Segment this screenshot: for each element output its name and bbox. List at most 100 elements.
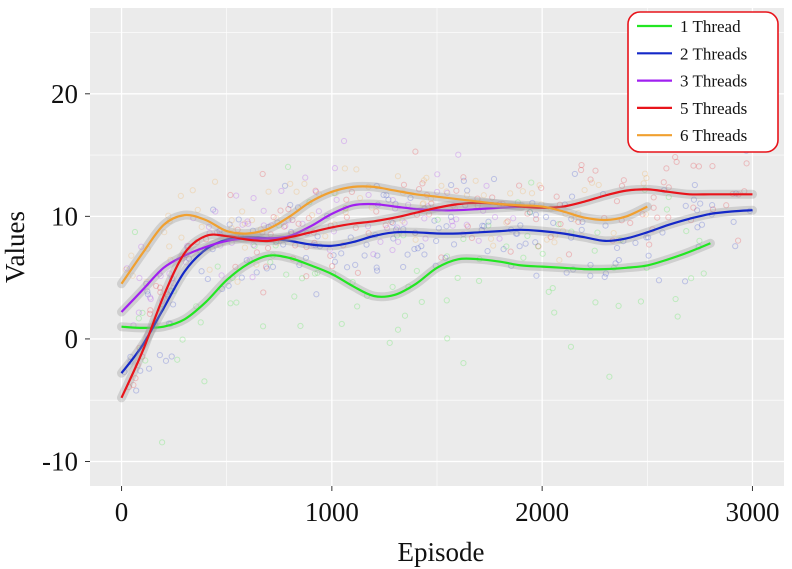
scatter-point bbox=[479, 222, 486, 229]
scatter-point bbox=[475, 277, 483, 285]
scatter-point bbox=[665, 193, 672, 201]
scatter-point bbox=[390, 235, 397, 242]
scatter-point bbox=[389, 283, 396, 291]
scatter-point bbox=[425, 211, 433, 218]
scatter-point bbox=[551, 309, 558, 316]
scatter-point bbox=[166, 270, 173, 277]
scatter-point bbox=[225, 282, 232, 289]
scatter-point bbox=[265, 188, 272, 195]
scatter-point bbox=[144, 288, 151, 295]
scatter-point bbox=[185, 255, 193, 262]
scatter-point bbox=[382, 222, 389, 229]
scatter-point bbox=[434, 216, 441, 223]
scatter-point bbox=[182, 259, 190, 266]
scatter-point bbox=[239, 208, 246, 215]
scatter-point bbox=[269, 263, 277, 271]
scatter-point bbox=[613, 198, 621, 205]
scatter-point bbox=[338, 250, 345, 257]
scatter-point bbox=[249, 274, 256, 281]
scatter-point bbox=[157, 272, 164, 279]
scatter-point bbox=[709, 202, 716, 209]
scatter-point bbox=[543, 236, 550, 243]
series-line-1 bbox=[121, 242, 711, 330]
scatter-point bbox=[142, 357, 149, 364]
scatter-point bbox=[695, 163, 703, 170]
scatter-point bbox=[189, 187, 196, 194]
scatter-point bbox=[253, 269, 260, 276]
scatter-point bbox=[313, 291, 320, 298]
scatter-point bbox=[168, 353, 175, 360]
scatter-point bbox=[418, 243, 425, 250]
scatter-point bbox=[287, 201, 294, 209]
scatter-point bbox=[688, 275, 695, 282]
scatter-point bbox=[282, 222, 289, 229]
scatter-point bbox=[129, 272, 136, 279]
scatter-point bbox=[210, 206, 217, 213]
scatter-point bbox=[463, 192, 471, 199]
scatter-point bbox=[602, 222, 609, 229]
scatter-point bbox=[513, 230, 520, 237]
scatter-point bbox=[212, 208, 219, 215]
scatter-point bbox=[532, 216, 540, 223]
scatter-point bbox=[278, 187, 285, 195]
scatter-point bbox=[517, 222, 524, 229]
scatter-point bbox=[404, 251, 411, 258]
scatter-point bbox=[690, 204, 697, 211]
scatter-point bbox=[578, 226, 585, 233]
scatter-point bbox=[289, 216, 296, 223]
scatter-point bbox=[443, 188, 450, 195]
scatter-point bbox=[568, 193, 576, 200]
scatter-point bbox=[743, 160, 750, 167]
scatter-point bbox=[400, 181, 408, 188]
scatter-point bbox=[411, 245, 418, 253]
scatter-point bbox=[281, 182, 289, 189]
scatter-point bbox=[672, 295, 679, 303]
scatter-point bbox=[601, 273, 608, 281]
scatter-point bbox=[663, 206, 671, 213]
scatter-point bbox=[579, 218, 586, 226]
x-tick-label: 0 bbox=[115, 497, 129, 527]
scatter-point bbox=[438, 254, 445, 261]
scatter-point bbox=[383, 225, 391, 232]
scatter-point bbox=[487, 235, 495, 242]
y-axis-title: Values bbox=[0, 211, 30, 283]
scatter-point bbox=[361, 252, 368, 259]
scatter-point bbox=[205, 223, 212, 230]
scatter-point bbox=[353, 166, 360, 173]
scatter-point bbox=[539, 250, 546, 257]
scatter-point bbox=[400, 263, 407, 271]
scatter-point bbox=[338, 320, 345, 328]
scatter-point bbox=[683, 227, 690, 235]
scatter-points bbox=[121, 137, 754, 446]
scatter-point bbox=[206, 266, 213, 273]
scatter-point bbox=[352, 224, 359, 231]
scatter-point bbox=[483, 182, 490, 189]
scatter-point bbox=[557, 220, 564, 228]
scatter-point bbox=[383, 192, 390, 199]
scatter-point bbox=[327, 252, 334, 259]
scatter-point bbox=[364, 223, 372, 230]
scatter-point bbox=[681, 278, 689, 285]
scatter-point bbox=[162, 357, 170, 364]
x-tick-label: 3000 bbox=[725, 497, 779, 527]
scatter-point bbox=[650, 204, 657, 211]
scatter-point bbox=[289, 216, 296, 224]
scatter-point bbox=[373, 264, 380, 271]
scatter-point bbox=[232, 263, 239, 270]
legend-label: 3 Threads bbox=[680, 72, 747, 91]
scatter-point bbox=[545, 288, 552, 295]
scatter-point bbox=[343, 196, 350, 203]
scatter-point bbox=[538, 184, 545, 192]
scatter-point bbox=[227, 191, 234, 199]
y-tick-label: -10 bbox=[42, 446, 78, 476]
scatter-point bbox=[682, 202, 689, 209]
scatter-point bbox=[532, 211, 540, 218]
scatter-point bbox=[389, 196, 396, 204]
scatter-point bbox=[642, 211, 650, 218]
scatter-point bbox=[394, 326, 402, 333]
scatter-point bbox=[128, 252, 135, 259]
scatter-point bbox=[496, 235, 503, 242]
scatter-point bbox=[551, 239, 558, 246]
legend: 1 Thread 2 Threads 3 Threads 5 Threads 6 Thr… bbox=[627, 11, 779, 153]
